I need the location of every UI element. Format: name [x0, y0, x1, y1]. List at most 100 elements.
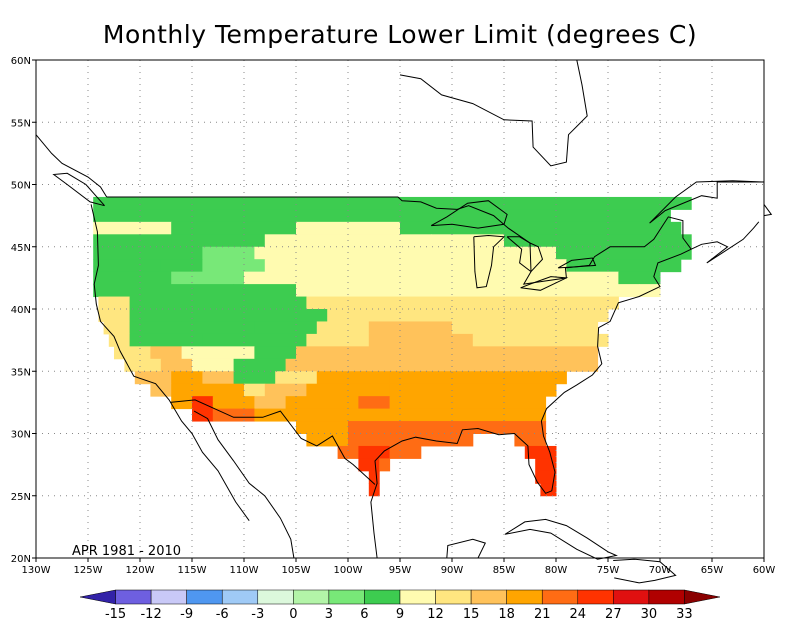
temperature-cell: [254, 396, 287, 410]
coastline: [649, 180, 765, 224]
temperature-cell: [264, 259, 391, 273]
latitude-tick-label: 50N: [11, 181, 31, 192]
temperature-cell: [296, 346, 370, 360]
temperature-cell: [93, 271, 172, 285]
temperature-cell: [129, 296, 235, 310]
temperature-cell: [171, 221, 297, 235]
colorbar-swatch: [435, 589, 472, 605]
colorbar-label: 30: [641, 607, 658, 618]
colorbar-label: 18: [498, 607, 515, 618]
temperature-cell: [368, 483, 380, 497]
temperature-cell: [233, 296, 307, 310]
temperature-cell: [150, 346, 183, 360]
temperature-cell: [348, 408, 401, 422]
temperature-cell: [129, 333, 203, 347]
temperature-cell: [129, 309, 183, 322]
temperature-cell: [358, 445, 391, 459]
coastline: [370, 221, 760, 559]
coastline: [446, 538, 487, 559]
temperature-cell: [504, 234, 692, 248]
colorbar-swatch: [684, 589, 721, 605]
temperature-cell: [254, 321, 318, 335]
temperature-cell: [108, 333, 131, 347]
longitude-tick-label: 120W: [126, 565, 155, 576]
temperature-cell: [389, 445, 422, 459]
longitude-tick-label: 125W: [74, 565, 103, 576]
latitude-tick-label: 60N: [11, 56, 31, 67]
longitude-tick-label: 90W: [441, 565, 464, 576]
temperature-cell: [566, 259, 682, 273]
temperature-cell: [233, 284, 297, 298]
colorbar-label: 9: [396, 607, 404, 618]
colorbar-swatch: [577, 589, 614, 605]
temperature-cell: [472, 333, 609, 347]
temperature-cell: [244, 309, 328, 322]
temperature-cell: [181, 346, 255, 360]
colorbar-swatch: [541, 589, 579, 605]
temperature-cell: [244, 383, 266, 397]
longitude-tick-label: 80W: [545, 565, 568, 576]
colorbar-swatch: [186, 589, 223, 605]
colorbar-label: -6: [216, 607, 229, 618]
coastline: [557, 257, 597, 269]
temperature-cell: [556, 246, 692, 260]
temperature-cell: [254, 246, 391, 260]
temperature-cell: [389, 383, 557, 397]
temperature-cell: [410, 433, 474, 447]
temperature-cell: [93, 196, 692, 210]
colorbar-label: 33: [676, 607, 693, 618]
coastline: [504, 518, 618, 560]
temperature-cell: [98, 309, 131, 322]
temperature-cell: [452, 321, 599, 335]
colorbar-swatch: [257, 589, 294, 605]
coastline: [399, 59, 588, 167]
temperature-cell: [410, 309, 609, 322]
colorbar-label: -15: [105, 607, 126, 618]
temperature-cell: [93, 234, 172, 248]
temperature-cell: [348, 421, 391, 434]
coastline: [613, 558, 677, 584]
latitude-tick-label: 35N: [11, 367, 31, 378]
temperature-cell: [93, 246, 203, 260]
longitude-tick-label: 110W: [230, 565, 259, 576]
temperature-cell: [400, 296, 619, 310]
coastline: [170, 399, 376, 485]
temperature-cell: [98, 296, 131, 310]
colorbar-label: 12: [427, 607, 444, 618]
colorbar-label: 24: [570, 607, 587, 618]
colorbar-label: 21: [534, 607, 551, 618]
temperature-cell: [202, 383, 245, 397]
colorbar-swatch: [506, 589, 543, 605]
temperature-cell: [368, 333, 474, 347]
longitude-tick-label: 75W: [597, 565, 620, 576]
temperature-cell: [400, 284, 640, 298]
temperature-cell: [348, 358, 495, 372]
temperature-cell: [514, 433, 547, 447]
colorbar-swatch: [470, 589, 507, 605]
coastline: [473, 234, 506, 289]
temperature-cell: [535, 458, 557, 472]
temperature-cell: [493, 358, 599, 372]
temperature-cell: [212, 408, 255, 422]
longitude-tick-label: 85W: [493, 565, 516, 576]
temperature-cell: [296, 209, 453, 223]
temperature-cell: [254, 408, 297, 422]
temperature-cell: [285, 396, 359, 410]
temperature-cell: [275, 371, 318, 385]
coastline: [520, 276, 569, 291]
latitude-tick-label: 45N: [11, 243, 31, 254]
colorbar-swatch: [613, 589, 650, 605]
coastline: [430, 200, 508, 229]
colorbar-swatch: [648, 589, 685, 605]
colorbar-swatch: [364, 589, 401, 605]
temperature-cell: [171, 396, 193, 410]
longitude-tick-label: 100W: [334, 565, 363, 576]
temperature-cell: [316, 371, 391, 385]
temperature-cell: [140, 284, 235, 298]
temperature-cell: [358, 458, 380, 472]
longitude-tick-label: 70W: [649, 565, 672, 576]
temperature-fill-layer: [93, 196, 692, 497]
colorbar-swatch: [328, 589, 365, 605]
temperature-cell: [212, 396, 255, 410]
temperature-cell: [93, 221, 172, 235]
